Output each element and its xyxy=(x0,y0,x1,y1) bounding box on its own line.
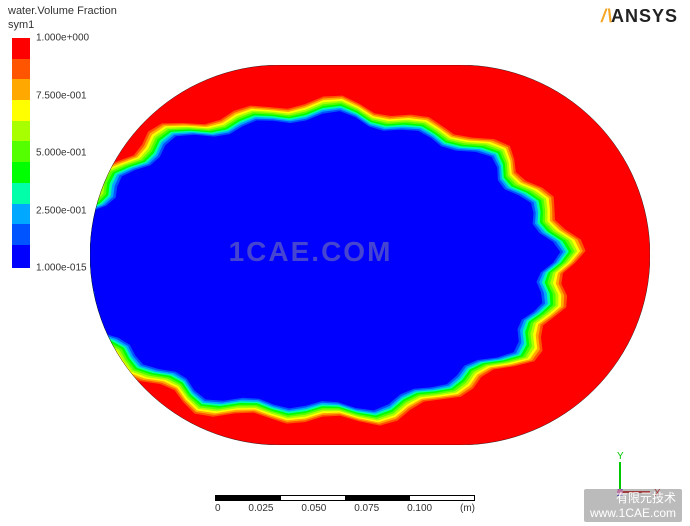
logo-text: ANSYS xyxy=(611,6,678,26)
colorbar-segment xyxy=(12,224,30,245)
watermark-line1: 有限元技术 xyxy=(590,491,676,505)
colorbar-tick-label: 1.000e-015 xyxy=(36,263,87,274)
colorbar-segment xyxy=(12,100,30,121)
svg-text:Y: Y xyxy=(617,452,624,462)
colorbar-segment xyxy=(12,59,30,80)
colorbar-segment xyxy=(12,38,30,59)
scalebar-segment xyxy=(346,496,411,500)
scale-bar-labels: 0 0.025 0.050 0.075 0.100 (m) xyxy=(215,503,475,514)
variable-name: water.Volume Fraction xyxy=(8,4,117,18)
colorbar-segment xyxy=(12,79,30,100)
colorbar-segment xyxy=(12,183,30,204)
scalebar-tick: 0 xyxy=(215,503,221,514)
scalebar-tick: 0.100 xyxy=(407,503,432,514)
colorbar-segment xyxy=(12,245,30,268)
colorbar xyxy=(12,38,30,268)
scalebar-segment xyxy=(281,496,346,500)
colorbar-segment xyxy=(12,162,30,183)
colorbar-tick-label: 5.000e-001 xyxy=(36,148,87,159)
scalebar-tick: 0.050 xyxy=(301,503,326,514)
watermark-line2: www.1CAE.com xyxy=(590,506,676,520)
scalebar-tick: 0.025 xyxy=(248,503,273,514)
contour-plot xyxy=(90,65,650,445)
location-name: sym1 xyxy=(8,18,117,32)
ansys-logo: /\ANSYS xyxy=(601,6,678,27)
bottom-watermark: 有限元技术 www.1CAE.com xyxy=(584,489,682,522)
scale-bar-segments xyxy=(215,495,475,501)
scalebar-tick: 0.075 xyxy=(354,503,379,514)
colorbar-segment xyxy=(12,141,30,162)
scale-bar: 0 0.025 0.050 0.075 0.100 (m) xyxy=(215,495,475,514)
scalebar-unit: (m) xyxy=(460,503,475,514)
plot-title: water.Volume Fraction sym1 xyxy=(8,4,117,33)
colorbar-tick-label: 2.500e-001 xyxy=(36,205,87,216)
colorbar-tick-label: 7.500e-001 xyxy=(36,90,87,101)
scalebar-segment xyxy=(410,496,474,500)
colorbar-segment xyxy=(12,121,30,142)
contour-svg xyxy=(90,65,650,445)
colorbar-segment xyxy=(12,204,30,225)
scalebar-segment xyxy=(216,496,281,500)
colorbar-tick-label: 1.000e+000 xyxy=(36,33,89,44)
